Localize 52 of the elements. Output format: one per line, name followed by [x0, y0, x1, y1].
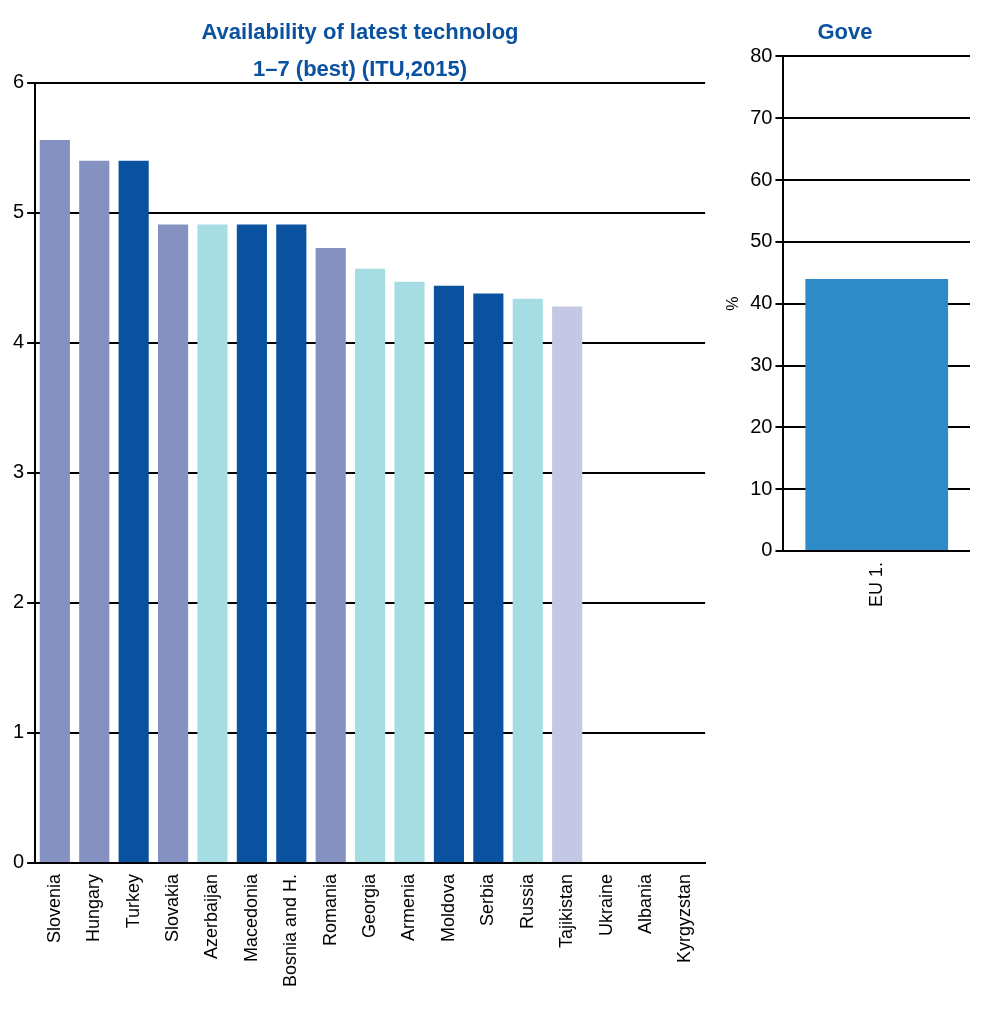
x-tick-label: EU 1.: [865, 561, 886, 608]
x-tick-label: Hungary: [83, 873, 104, 942]
x-tick-label: Macedonia: [240, 872, 261, 962]
y-tick-label: 0: [761, 538, 773, 561]
bar: [433, 285, 465, 862]
y-tick-label: 3: [13, 460, 25, 483]
x-tick-label: Bosnia and H.: [280, 873, 301, 988]
bar: [276, 224, 307, 862]
x-tick-label: Georgia: [359, 872, 380, 938]
x-tick-label: Serbia: [477, 872, 498, 926]
y-tick-label: 40: [750, 291, 773, 314]
x-tick-label: Slovakia: [162, 872, 183, 942]
bar: [552, 306, 583, 862]
y-tick-label: 80: [750, 43, 773, 66]
x-tick-label: Tajikistan: [556, 873, 577, 948]
x-tick-label: Turkey: [122, 873, 143, 929]
y-tick-label: 10: [750, 476, 773, 499]
bar: [473, 293, 504, 862]
y-tick-label: 30: [750, 353, 773, 376]
x-tick-label: Moldova: [437, 872, 458, 942]
y-tick-label: 0: [13, 850, 25, 873]
y-tick-label: 20: [750, 414, 773, 437]
y-tick-label: 2: [13, 590, 25, 613]
bar: [118, 160, 149, 862]
y-tick-label: 6: [13, 70, 25, 93]
x-tick-label: Russia: [516, 872, 537, 929]
x-tick-label: Romania: [319, 872, 340, 946]
y-tick-label: 5: [13, 200, 25, 223]
bar: [197, 224, 228, 862]
x-tick-label: Albania: [634, 872, 655, 934]
y-tick-label: 60: [750, 167, 773, 190]
y-tick-label: 1: [13, 720, 25, 743]
x-tick-label: Kyrgyzstan: [674, 873, 695, 963]
bar: [512, 298, 543, 862]
bar: [394, 281, 425, 862]
y-tick-label: 70: [750, 105, 773, 128]
chart-subtitle: 1–7 (best) (ITU,2015): [253, 55, 467, 81]
x-tick-label: Azerbaijan: [201, 873, 222, 959]
y-tick-label: 50: [750, 229, 773, 252]
chart-title: Availability of latest technolog: [201, 19, 519, 45]
bar: [355, 268, 386, 862]
bar: [315, 247, 346, 862]
x-tick-label: Ukraine: [595, 873, 616, 936]
y-tick-label: 4: [13, 330, 25, 353]
y-axis-title: %: [724, 296, 742, 311]
chart-title: Gove: [817, 19, 873, 45]
bar: [236, 224, 267, 862]
x-tick-label: Armenia: [398, 872, 419, 941]
x-tick-label: Slovenia: [43, 872, 64, 943]
bar: [39, 140, 70, 862]
bar: [79, 160, 110, 862]
bar: [157, 224, 189, 862]
